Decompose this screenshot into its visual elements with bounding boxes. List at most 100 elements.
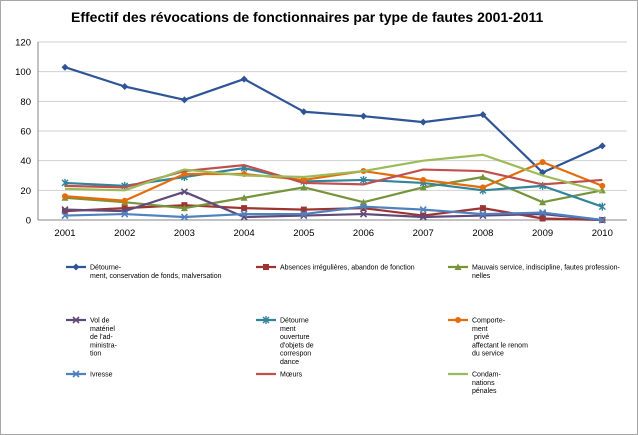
y-tick-label: 60 bbox=[20, 127, 31, 138]
axes bbox=[37, 42, 627, 221]
data-point bbox=[180, 204, 188, 212]
legend-marker bbox=[72, 263, 80, 271]
data-point bbox=[300, 206, 307, 213]
series-line bbox=[64, 190, 603, 222]
data-point bbox=[419, 213, 427, 221]
series-line bbox=[64, 166, 603, 208]
gridlines bbox=[38, 41, 627, 191]
data-point bbox=[62, 208, 68, 215]
data-point bbox=[419, 183, 427, 191]
data-point bbox=[359, 203, 368, 211]
y-tick-label: 120 bbox=[15, 38, 31, 49]
data-point bbox=[598, 202, 606, 211]
legend-marker bbox=[262, 316, 270, 324]
data-point bbox=[61, 63, 69, 71]
data-point bbox=[180, 188, 188, 196]
data-point bbox=[300, 108, 308, 116]
data-point bbox=[240, 75, 248, 83]
legend-label: Mœurs bbox=[280, 372, 303, 379]
y-tick-label: 40 bbox=[20, 156, 31, 167]
data-point bbox=[180, 213, 188, 221]
legend-label: Détourne ment ouverture d'objets de correspo… bbox=[280, 318, 314, 367]
data-point bbox=[121, 210, 129, 218]
legend-marker bbox=[263, 264, 269, 270]
data-point bbox=[61, 206, 69, 214]
y-tick-labels: 0 20 40 60 80 100 120 bbox=[15, 38, 31, 227]
data-point bbox=[240, 194, 248, 201]
legend-label: Comporte-ment privé affectant le renom du … bbox=[472, 318, 528, 358]
data-point bbox=[360, 198, 367, 206]
data-point bbox=[360, 205, 367, 212]
series-line bbox=[64, 153, 603, 193]
data-point bbox=[539, 209, 547, 217]
series-line bbox=[64, 205, 603, 222]
legend-entry: Condam-nations pénales bbox=[448, 372, 501, 396]
legend-marker bbox=[72, 370, 80, 378]
data-point bbox=[61, 211, 69, 220]
data-point bbox=[420, 212, 427, 219]
x-tick-label: 2007 bbox=[413, 228, 434, 239]
data-point bbox=[300, 210, 308, 218]
series-line bbox=[64, 66, 603, 174]
data-point bbox=[419, 118, 427, 126]
data-point bbox=[121, 197, 128, 204]
x-tick-label: 2002 bbox=[114, 228, 135, 239]
legend-entry: Absences irrégulières, abandon de foncti… bbox=[256, 264, 415, 272]
data-point bbox=[62, 193, 68, 200]
series-line bbox=[64, 161, 603, 202]
data-point bbox=[420, 176, 427, 183]
x-tick-label: 2008 bbox=[472, 228, 493, 239]
legend-entry: Détourne ment ouverture d'objets de correspo… bbox=[256, 316, 314, 366]
legend-entry: Comporte-ment privé affectant le renom du … bbox=[448, 317, 528, 358]
data-point bbox=[240, 210, 248, 218]
data-point bbox=[121, 205, 128, 212]
legend-entry: Mœurs bbox=[256, 372, 303, 379]
data-point bbox=[598, 216, 606, 224]
legend-label: Condam-nations pénales bbox=[472, 372, 501, 396]
y-tick-label: 20 bbox=[20, 186, 31, 197]
legend-label: Mauvais service, indiscipline, fautes pr… bbox=[472, 265, 621, 280]
data-point bbox=[539, 215, 546, 222]
legend-entry: Mauvais service, indiscipline, fautes pr… bbox=[448, 263, 621, 280]
series-9 bbox=[64, 153, 603, 193]
legend-marker bbox=[72, 316, 80, 324]
x-tick-label: 2003 bbox=[174, 228, 195, 239]
y-tick-label: 80 bbox=[20, 97, 31, 108]
legend-marker bbox=[455, 317, 461, 323]
data-point bbox=[539, 198, 547, 206]
x-tick-label: 2004 bbox=[234, 228, 255, 239]
legend-entry: Détourne-ment, conservation de fonds, ma… bbox=[66, 263, 222, 280]
legend-label: Ivresse bbox=[90, 372, 113, 379]
data-point bbox=[180, 96, 188, 104]
data-point bbox=[539, 159, 546, 166]
series-6 bbox=[62, 159, 606, 204]
data-point bbox=[300, 183, 308, 191]
series-1 bbox=[61, 63, 606, 177]
data-point bbox=[241, 205, 248, 212]
legend: Détourne-ment, conservation de fonds, ma… bbox=[66, 263, 621, 396]
x-tick-label: 2006 bbox=[353, 228, 374, 239]
data-point bbox=[360, 175, 367, 184]
data-point bbox=[359, 210, 368, 218]
legend-marker bbox=[454, 263, 462, 270]
legend-label: Absences irrégulières, abandon de foncti… bbox=[280, 265, 415, 272]
plot-area bbox=[61, 63, 606, 224]
data-point bbox=[419, 206, 427, 214]
x-tick-label: 2010 bbox=[592, 228, 613, 239]
data-point bbox=[479, 205, 486, 212]
data-point bbox=[479, 210, 487, 218]
chart-title: Effectif des révocations de fonctionnair… bbox=[71, 9, 543, 25]
series-7 bbox=[61, 203, 606, 224]
legend-label: Vol de matériel de l'ad-ministra-tion bbox=[90, 318, 118, 358]
data-point bbox=[479, 111, 487, 119]
series-line bbox=[64, 175, 603, 210]
data-point bbox=[599, 182, 606, 189]
legend-label: Détourne-ment, conservation de fonds, ma… bbox=[90, 265, 222, 280]
x-tick-label: 2001 bbox=[54, 228, 75, 239]
data-point bbox=[598, 142, 606, 150]
y-tick-label: 0 bbox=[26, 216, 31, 227]
data-point bbox=[121, 83, 129, 90]
x-tick-label: 2009 bbox=[532, 228, 553, 239]
data-point bbox=[360, 112, 367, 120]
